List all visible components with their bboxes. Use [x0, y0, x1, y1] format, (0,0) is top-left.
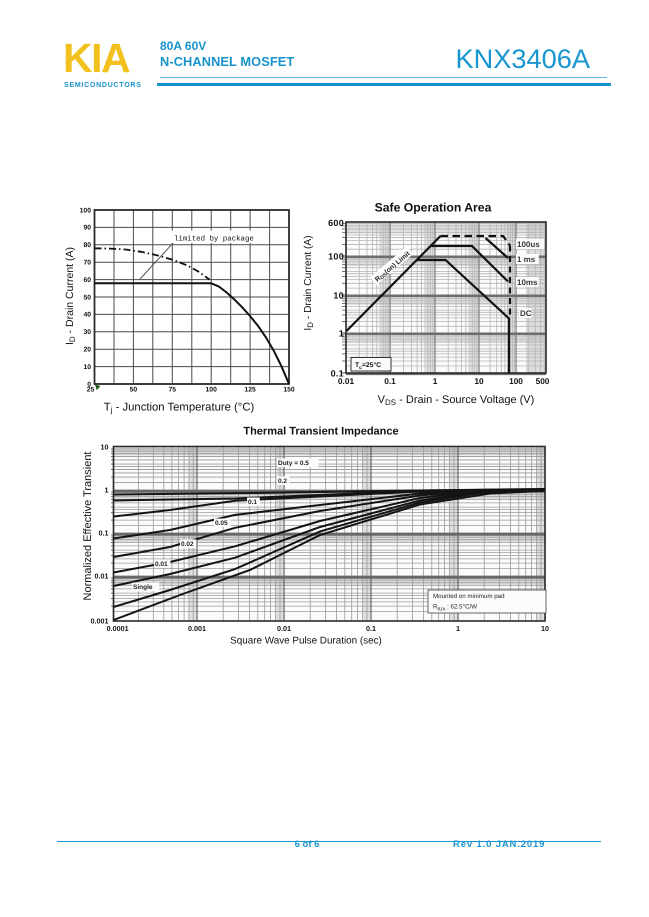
svg-text:ID - Drain Current (A): ID - Drain Current (A): [303, 235, 315, 330]
svg-text:0.01: 0.01: [95, 571, 109, 580]
svg-text:0.0001: 0.0001: [107, 624, 129, 633]
svg-text:0.1: 0.1: [331, 369, 344, 379]
svg-text:RθJA : 62.5°C/W: RθJA : 62.5°C/W: [433, 604, 477, 612]
svg-text:50: 50: [83, 294, 91, 301]
svg-text:0.01: 0.01: [277, 624, 291, 633]
svg-text:VDS - Drain - Source Voltage (: VDS - Drain - Source Voltage (V): [378, 394, 535, 407]
svg-text:500: 500: [536, 376, 550, 386]
svg-text:20: 20: [83, 347, 91, 354]
svg-text:10: 10: [474, 376, 484, 386]
svg-text:Square Wave Pulse Duration (se: Square Wave Pulse Duration (sec): [230, 636, 382, 647]
svg-text:0.1: 0.1: [366, 624, 376, 633]
svg-text:Normalized Effective Transient: Normalized Effective Transient: [82, 452, 94, 601]
svg-text:0.1: 0.1: [248, 499, 257, 506]
svg-text:100us: 100us: [517, 240, 540, 249]
svg-text:10: 10: [541, 624, 549, 633]
svg-text:100: 100: [328, 252, 344, 262]
svg-text:Safe Operation Area: Safe Operation Area: [375, 201, 492, 215]
svg-text:10: 10: [83, 364, 91, 371]
svg-text:Tc=25°C: Tc=25°C: [355, 362, 381, 371]
svg-text:ID - Drain Current (A): ID - Drain Current (A): [64, 247, 77, 345]
svg-text:limited by package: limited by package: [174, 235, 254, 244]
svg-text:Thermal Transient Impedance: Thermal Transient Impedance: [243, 426, 398, 438]
svg-text:0.1: 0.1: [99, 528, 109, 537]
svg-text:1: 1: [339, 329, 344, 339]
svg-text:10: 10: [101, 442, 109, 451]
svg-text:0.001: 0.001: [188, 624, 206, 633]
svg-text:Single: Single: [133, 584, 153, 591]
svg-text:0.05: 0.05: [215, 520, 228, 527]
svg-text:0.001: 0.001: [91, 616, 109, 625]
svg-text:50: 50: [130, 387, 138, 394]
svg-text:Mounted on minimum pad: Mounted on minimum pad: [433, 593, 505, 600]
svg-text:1 ms: 1 ms: [517, 255, 536, 264]
svg-text:0.01: 0.01: [155, 561, 168, 568]
svg-text:75: 75: [169, 387, 177, 394]
svg-text:1: 1: [105, 485, 109, 494]
svg-text:30: 30: [83, 329, 91, 336]
svg-text:0.02: 0.02: [181, 541, 194, 548]
svg-text:90: 90: [83, 225, 91, 232]
svg-text:1: 1: [433, 376, 438, 386]
svg-text:25: 25: [87, 387, 95, 394]
svg-text:0.1: 0.1: [384, 376, 396, 386]
svg-text:10ms: 10ms: [517, 278, 538, 287]
svg-text:150: 150: [283, 387, 295, 394]
svg-text:60: 60: [83, 277, 91, 284]
svg-text:70: 70: [83, 260, 91, 267]
svg-text:600: 600: [328, 218, 344, 228]
svg-text:Duty = 0.5: Duty = 0.5: [278, 460, 309, 467]
svg-text:100: 100: [206, 387, 218, 394]
svg-text:100: 100: [80, 207, 92, 214]
svg-text:DC: DC: [520, 309, 532, 318]
svg-text:100: 100: [509, 376, 523, 386]
svg-text:10: 10: [333, 291, 344, 301]
svg-text:0.01: 0.01: [338, 376, 355, 386]
svg-text:Tj - Junction Temperature (°C): Tj - Junction Temperature (°C): [104, 402, 255, 415]
svg-text:125: 125: [244, 387, 256, 394]
svg-text:80: 80: [83, 242, 91, 249]
svg-text:0.2: 0.2: [278, 478, 287, 485]
svg-text:1: 1: [456, 624, 460, 633]
svg-text:0: 0: [87, 381, 91, 388]
svg-text:40: 40: [83, 312, 91, 319]
